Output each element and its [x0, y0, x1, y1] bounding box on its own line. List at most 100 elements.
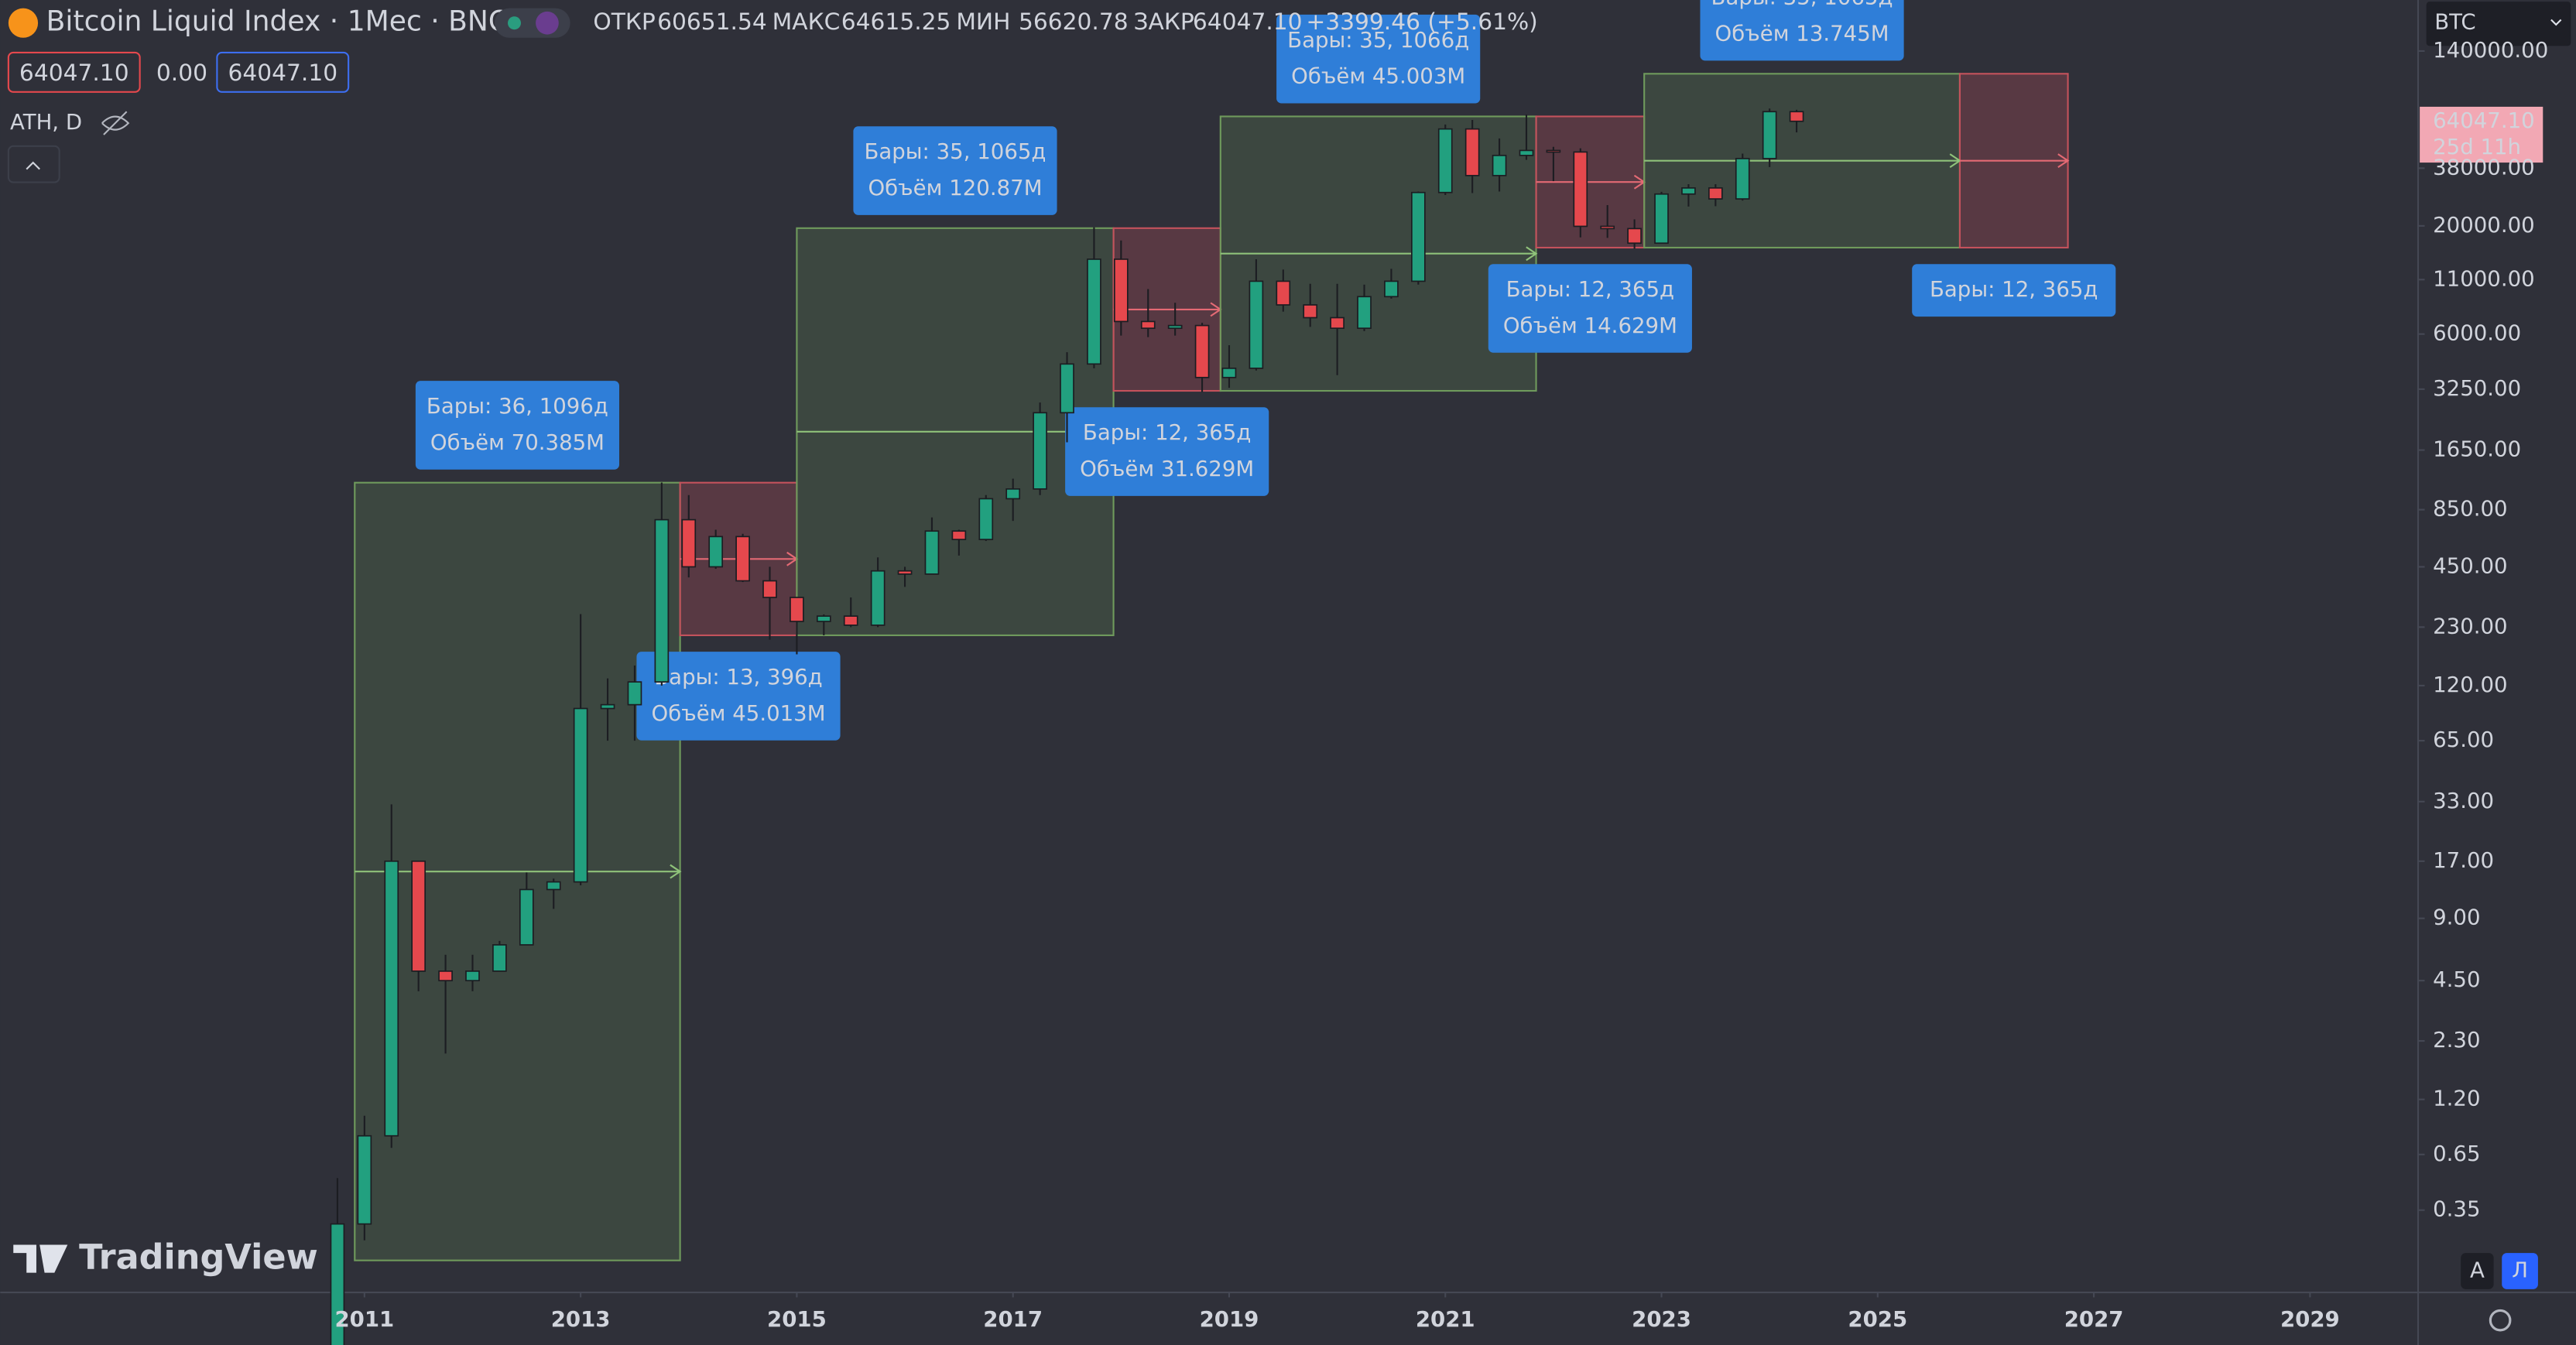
candle-body [1194, 324, 1210, 378]
candle-body [951, 530, 967, 540]
candle-body [1033, 412, 1047, 490]
y-tick-label: 1.20 [2433, 1086, 2480, 1111]
symbol-select[interactable] [2426, 2, 2571, 46]
legend-label: ОТКР [593, 9, 655, 36]
range-label-box [853, 126, 1057, 215]
y-tick-label: 3250.00 [2433, 375, 2521, 401]
candle-body [1384, 280, 1399, 298]
range-label-box [636, 652, 841, 741]
candle-body [411, 860, 426, 972]
y-tick-label: 20000.00 [2433, 212, 2535, 238]
range-label: Бары: 13, 396д [654, 664, 823, 690]
price-tag [2420, 106, 2543, 163]
candle-body [627, 681, 642, 706]
range-label: Бары: 35, 1065д [1711, 0, 1893, 10]
bid-box[interactable] [7, 51, 141, 93]
candle-body [1600, 225, 1615, 230]
candle-body [438, 970, 453, 982]
scale-button[interactable] [2461, 1253, 2494, 1289]
stop-arrow [1959, 153, 2070, 169]
brand: TradingView [79, 1237, 318, 1278]
settings-icon[interactable] [2489, 1309, 2512, 1332]
candle-body [573, 707, 588, 883]
candle-body [708, 536, 724, 568]
candle-body [1546, 149, 1561, 153]
x-tick-label: 2011 [334, 1306, 394, 1332]
hide-icon[interactable] [101, 111, 130, 135]
target-arrow [1220, 246, 1538, 262]
candle-body [1735, 158, 1750, 200]
indicator-name: ATH, D [10, 109, 82, 135]
candle-body [681, 518, 697, 568]
x-tick-label: 2013 [551, 1306, 611, 1332]
brand-logo [13, 1244, 68, 1273]
candle-body [843, 615, 858, 626]
range-label-box [1065, 407, 1269, 496]
candle-body [654, 518, 670, 683]
range-label: Объём 45.003M [1291, 63, 1465, 89]
symbol: BTC [2434, 9, 2475, 35]
candle-body [1681, 187, 1696, 195]
candle-body [1276, 280, 1291, 306]
candle-body [1573, 151, 1588, 228]
range-label: Бары: 36, 1096д [426, 393, 608, 419]
legend-label: ЗАКР [1134, 9, 1194, 36]
x-tick-label: 2021 [1416, 1306, 1475, 1332]
legend-value: 60651.54 [657, 9, 767, 36]
range-label-box [1700, 0, 1904, 61]
candle-body [1519, 149, 1534, 156]
candle-body [1437, 128, 1453, 193]
y-tick-label: 11000.00 [2433, 265, 2535, 291]
select-arrow [2550, 19, 2562, 26]
candle-body [1762, 111, 1777, 159]
legend-value: 64047.10 [1193, 9, 1303, 36]
legend-label: МИН [956, 9, 1010, 36]
range-label: Объём 31.629M [1080, 456, 1254, 481]
ask: 64047.10 [228, 60, 337, 87]
y-tick-label: 850.00 [2433, 496, 2508, 522]
candle-body [924, 530, 940, 575]
plot: Бары: 36, 1096д Объём 70.385M Бары: 13, 39… [330, 0, 2116, 1345]
y-tick-label: 1650.00 [2433, 436, 2521, 462]
range-label: Бары: 35, 1065д [864, 139, 1046, 164]
range-label: Объём 14.629M [1503, 313, 1677, 338]
range-label: Бары: 12, 365д [1506, 276, 1675, 302]
status-pill[interactable] [495, 8, 570, 38]
candle-body [1330, 317, 1345, 330]
candle-body [519, 888, 534, 946]
legend-value: 56620.78 [1019, 9, 1129, 36]
y-tick-label: 0.65 [2433, 1141, 2480, 1166]
candle-body [357, 1135, 372, 1225]
candle-body [1087, 258, 1101, 365]
candle-body [816, 615, 831, 622]
ask-box[interactable] [216, 51, 350, 93]
range-label-box [1488, 264, 1692, 353]
symbol-icon [8, 8, 39, 38]
y-tick-label: 230.00 [2433, 613, 2508, 638]
x-tick-label: 2029 [2280, 1306, 2340, 1332]
price-tag-price: 64047.10 [2433, 108, 2535, 133]
x-tick-label: 2019 [1200, 1306, 1259, 1332]
candle-body [465, 970, 480, 982]
y-tick-label: 9.00 [2433, 905, 2480, 930]
candle-body [870, 570, 886, 626]
candle-body [492, 944, 507, 972]
bid: 64047.10 [19, 60, 129, 87]
candle-body [384, 860, 399, 1137]
collapse-icon [26, 161, 40, 170]
candle-body [735, 536, 750, 582]
candle-body [1303, 304, 1318, 319]
spread: 0.00 [156, 60, 207, 87]
scale-button[interactable] [2502, 1253, 2538, 1289]
range-label: Объём 120.87M [868, 175, 1042, 200]
candle-body [762, 580, 777, 598]
y-tick-label: 120.00 [2433, 672, 2508, 697]
candle-body [1464, 128, 1480, 176]
legend-change: +3399.46 (+5.61%) [1306, 9, 1537, 36]
candle-body [1654, 193, 1669, 245]
y-tick-label: 0.35 [2433, 1196, 2480, 1222]
candle-body [1411, 191, 1426, 282]
candle-body [897, 570, 913, 575]
